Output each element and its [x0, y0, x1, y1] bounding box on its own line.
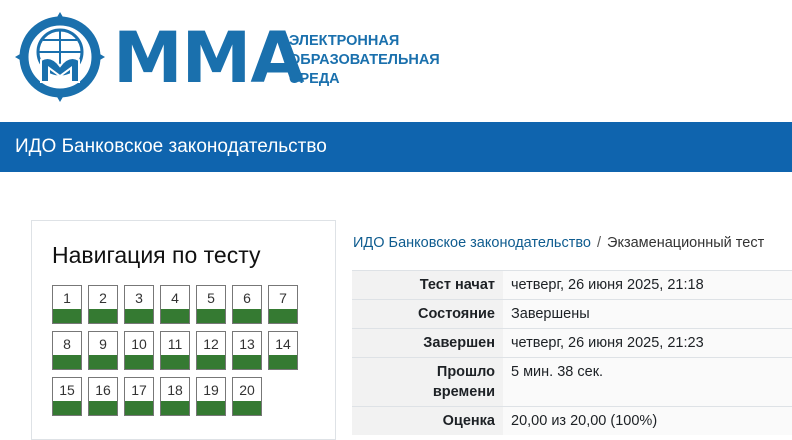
answered-status-bar [197, 309, 225, 323]
question-number: 4 [171, 290, 179, 306]
question-number: 5 [207, 290, 215, 306]
logo-subtitle: ЭЛЕКТРОННАЯ ОБРАЗОВАТЕЛЬНАЯ СРЕДА [289, 32, 440, 89]
answered-status-bar [269, 309, 297, 323]
answered-status-bar [233, 355, 261, 369]
summary-label: Состояние [352, 299, 503, 329]
question-nav-button-6[interactable]: 6 [232, 285, 262, 324]
question-number: 19 [203, 382, 219, 398]
summary-value: 20,00 из 20,00 (100%) [503, 406, 792, 435]
question-nav-button-7[interactable]: 7 [268, 285, 298, 324]
answered-status-bar [161, 309, 189, 323]
breadcrumb-current: Экзаменационный тест [607, 235, 765, 251]
answered-status-bar [89, 401, 117, 415]
question-number: 3 [135, 290, 143, 306]
question-nav-button-19[interactable]: 19 [196, 377, 226, 416]
question-nav-button-11[interactable]: 11 [160, 331, 190, 370]
summary-label: Завершен [352, 328, 503, 358]
question-nav-button-3[interactable]: 3 [124, 285, 154, 324]
logo-subtitle-line: СРЕДА [289, 71, 340, 87]
question-nav-button-17[interactable]: 17 [124, 377, 154, 416]
answered-status-bar [161, 401, 189, 415]
course-banner: ИДО Банковское законодательство [0, 122, 792, 172]
question-number: 11 [167, 336, 183, 352]
answered-status-bar [53, 401, 81, 415]
logo-subtitle-line: ЭЛЕКТРОННАЯ [289, 33, 400, 49]
summary-row: Оценка 20,00 из 20,00 (100%) [352, 406, 792, 435]
breadcrumb: ИДО Банковское законодательство / Экзамена… [353, 235, 764, 251]
mma-logo-emblem-icon [15, 12, 105, 102]
logo-subtitle-line: ОБРАЗОВАТЕЛЬНАЯ [289, 52, 440, 68]
question-number: 8 [63, 336, 71, 352]
course-title: ИДО Банковское законодательство [15, 136, 327, 157]
answered-status-bar [125, 401, 153, 415]
question-number: 9 [99, 336, 107, 352]
question-nav-button-20[interactable]: 20 [232, 377, 262, 416]
question-number: 14 [275, 336, 291, 352]
answered-status-bar [197, 401, 225, 415]
question-number: 18 [167, 382, 183, 398]
answered-status-bar [53, 309, 81, 323]
question-nav-button-5[interactable]: 5 [196, 285, 226, 324]
question-nav-button-14[interactable]: 14 [268, 331, 298, 370]
answered-status-bar [233, 401, 261, 415]
summary-value: 5 мин. 38 сек. [503, 357, 792, 407]
answered-status-bar [89, 309, 117, 323]
summary-label: Прошло времени [352, 357, 503, 407]
answered-status-bar [233, 309, 261, 323]
question-number: 16 [95, 382, 111, 398]
question-nav-button-4[interactable]: 4 [160, 285, 190, 324]
summary-row: Завершен четверг, 26 июня 2025, 21:23 [352, 328, 792, 358]
quiz-navigation-block: Навигация по тесту 1 2 3 4 5 6 7 8 9 10 11 12 13 14 15… [31, 220, 336, 440]
question-nav-button-8[interactable]: 8 [52, 331, 82, 370]
answered-status-bar [53, 355, 81, 369]
question-number: 7 [279, 290, 287, 306]
question-number: 6 [243, 290, 251, 306]
answered-status-bar [125, 355, 153, 369]
attempt-summary-table: Тест начат четверг, 26 июня 2025, 21:18 Со… [352, 270, 792, 435]
summary-value: четверг, 26 июня 2025, 21:23 [503, 328, 792, 358]
question-nav-button-16[interactable]: 16 [88, 377, 118, 416]
question-number: 20 [239, 382, 255, 398]
question-nav-button-1[interactable]: 1 [52, 285, 82, 324]
answered-status-bar [197, 355, 225, 369]
question-nav-button-18[interactable]: 18 [160, 377, 190, 416]
summary-row: Тест начат четверг, 26 июня 2025, 21:18 [352, 270, 792, 300]
question-number: 12 [203, 336, 219, 352]
question-number: 10 [131, 336, 147, 352]
summary-label: Тест начат [352, 270, 503, 300]
summary-label: Оценка [352, 406, 503, 435]
breadcrumb-separator: / [596, 235, 602, 251]
question-nav-button-10[interactable]: 10 [124, 331, 154, 370]
question-number: 13 [239, 336, 255, 352]
question-number: 2 [99, 290, 107, 306]
question-nav-button-2[interactable]: 2 [88, 285, 118, 324]
breadcrumb-course-link[interactable]: ИДО Банковское законодательство [353, 235, 591, 251]
question-number: 1 [63, 290, 71, 306]
question-nav-button-15[interactable]: 15 [52, 377, 82, 416]
answered-status-bar [269, 355, 297, 369]
summary-row: Состояние Завершены [352, 299, 792, 329]
question-number: 15 [59, 382, 75, 398]
question-nav-button-13[interactable]: 13 [232, 331, 262, 370]
answered-status-bar [89, 355, 117, 369]
question-nav-button-9[interactable]: 9 [88, 331, 118, 370]
summary-value: четверг, 26 июня 2025, 21:18 [503, 270, 792, 300]
quiz-navigation-title: Навигация по тесту [52, 242, 261, 268]
answered-status-bar [125, 309, 153, 323]
answered-status-bar [161, 355, 189, 369]
question-number: 17 [131, 382, 147, 398]
summary-value: Завершены [503, 299, 792, 329]
question-nav-button-12[interactable]: 12 [196, 331, 226, 370]
summary-row: Прошло времени 5 мин. 38 сек. [352, 357, 792, 407]
logo-text: ММА [113, 17, 304, 99]
